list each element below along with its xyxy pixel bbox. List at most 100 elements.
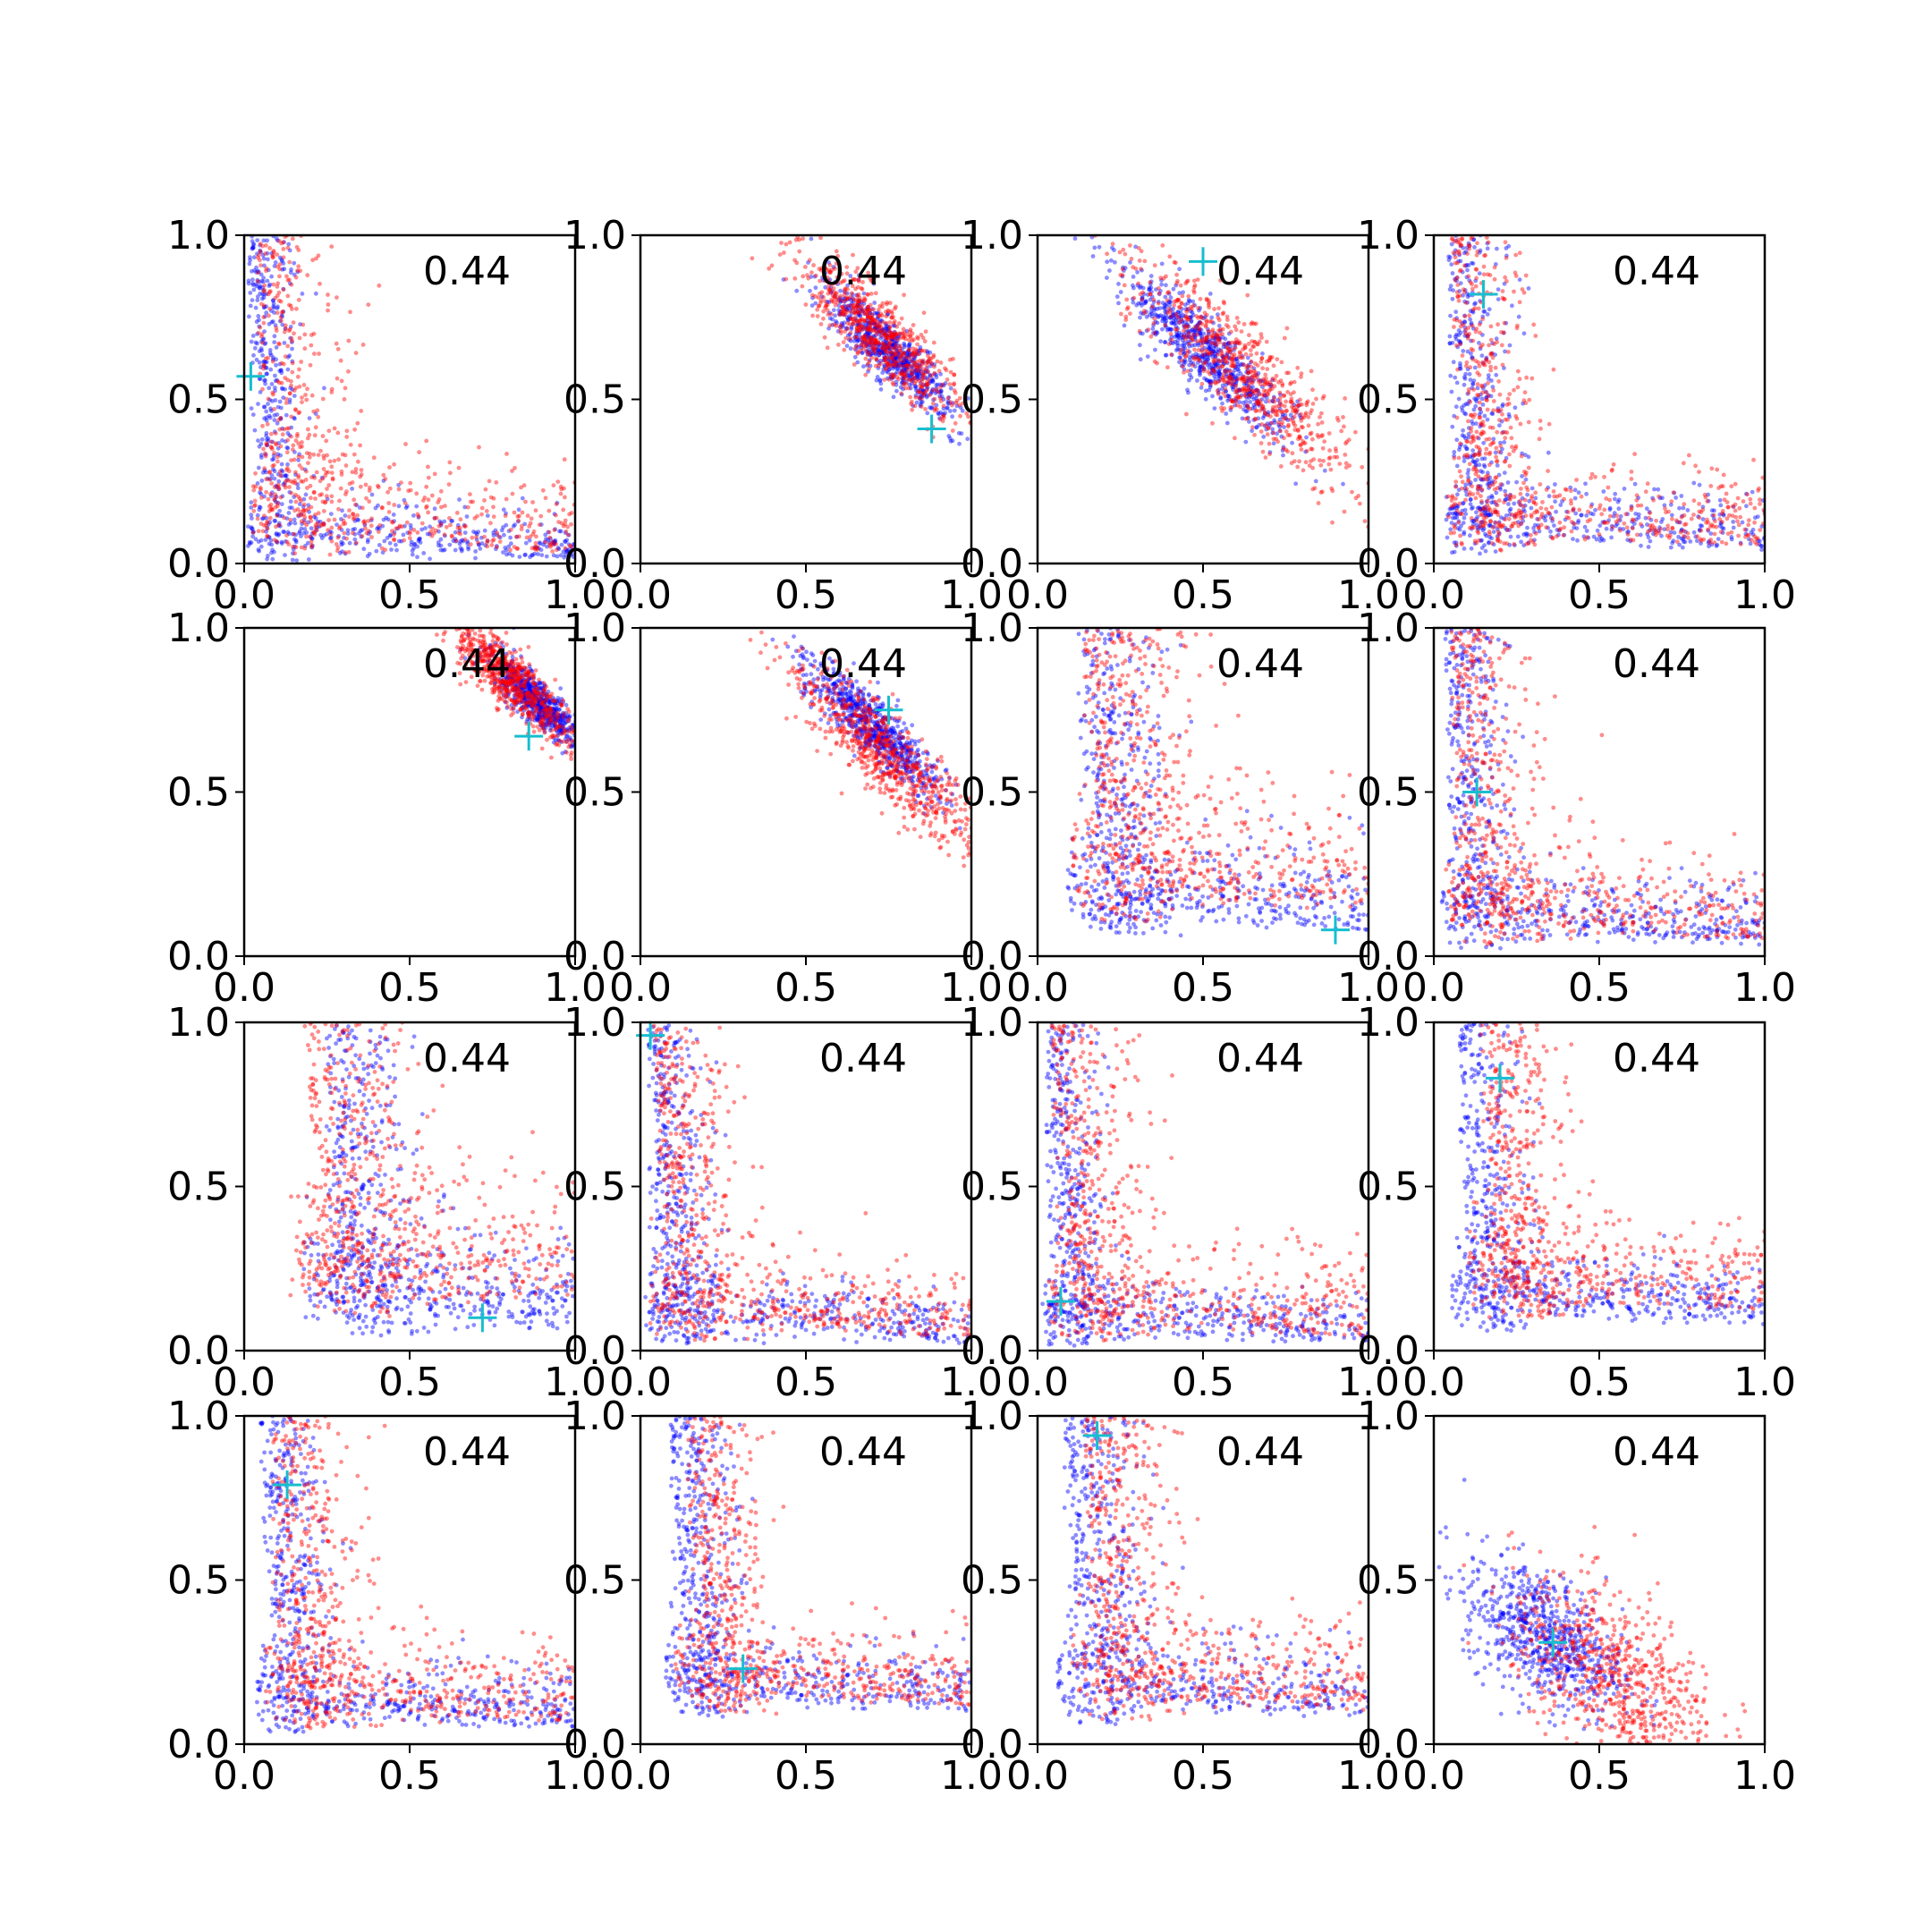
scatter-point	[1755, 514, 1760, 519]
scatter-point	[869, 322, 874, 326]
scatter-point	[506, 529, 512, 534]
scatter-point	[1271, 436, 1276, 442]
scatter-point	[417, 450, 421, 454]
scatter-point	[1260, 366, 1265, 371]
scatter-point	[866, 348, 871, 353]
scatter-point	[899, 351, 904, 356]
scatter-point	[886, 367, 892, 372]
scatter-point	[919, 396, 924, 402]
scatter-point	[263, 381, 267, 386]
scatter-point	[867, 359, 871, 364]
scatter-point	[921, 369, 927, 375]
scatter-point	[844, 343, 850, 349]
scatter-point	[1199, 343, 1205, 349]
scatter-point	[309, 343, 314, 348]
scatter-point	[1218, 372, 1223, 377]
scatter-point	[278, 444, 284, 449]
scatter-point	[250, 242, 256, 248]
scatter-point	[432, 506, 437, 512]
scatter-point	[1241, 400, 1246, 405]
scatter-point	[276, 531, 282, 537]
scatter-point	[866, 369, 870, 374]
scatter-point	[1246, 385, 1251, 390]
scatter-point	[369, 535, 374, 539]
scatter-point	[917, 396, 922, 402]
scatter-point	[473, 530, 479, 535]
scatter-point	[1544, 525, 1549, 530]
scatter-point	[827, 277, 833, 283]
scatter-point	[558, 553, 564, 558]
scatter-point	[1251, 418, 1257, 422]
scatter-point	[863, 335, 869, 340]
scatter-point	[1213, 344, 1218, 349]
scatter-point	[895, 354, 900, 359]
scatter-point	[1182, 360, 1188, 365]
scatter-point	[1150, 326, 1156, 331]
scatter-point	[848, 346, 853, 352]
scatter-point	[299, 479, 304, 484]
scatter-point	[841, 312, 846, 318]
scatter-point	[272, 310, 276, 315]
scatter-point	[287, 397, 292, 402]
scatter-point	[885, 326, 890, 332]
scatter-point	[252, 428, 258, 433]
scatter-point	[1496, 297, 1501, 301]
scatter-point	[513, 465, 517, 470]
scatter-point	[260, 243, 265, 249]
scatter-point	[294, 244, 300, 250]
scatter-point	[259, 332, 265, 336]
scatter-point	[1654, 518, 1658, 523]
scatter-point	[327, 552, 333, 557]
scatter-point	[861, 291, 867, 296]
scatter-point	[886, 377, 892, 382]
scatter-point	[479, 512, 484, 517]
scatter-point	[306, 427, 310, 432]
scatter-point	[287, 259, 292, 265]
scatter-point	[275, 264, 280, 269]
scatter-point	[323, 499, 328, 504]
scatter-point	[863, 327, 869, 333]
scatter-point	[882, 355, 887, 360]
scatter-point	[531, 529, 537, 534]
scatter-point	[903, 355, 908, 360]
scatter-point	[396, 525, 402, 530]
scatter-point	[318, 520, 323, 524]
scatter-point	[925, 379, 929, 385]
scatter-point	[824, 267, 828, 272]
scatter-point	[1177, 267, 1182, 272]
scatter-point	[875, 316, 880, 321]
scatter-point	[283, 553, 287, 557]
scatter-point	[285, 293, 291, 299]
scatter-point	[317, 352, 321, 356]
scatter-point	[366, 302, 371, 307]
scatter-point	[894, 337, 900, 343]
scatter-point	[883, 344, 887, 350]
scatter-point	[363, 526, 368, 531]
scatter-point	[1486, 377, 1491, 381]
scatter-point	[293, 538, 299, 543]
scatter-point	[482, 498, 487, 503]
scatter-point	[928, 405, 932, 410]
scatter-point	[1287, 433, 1292, 437]
scatter-point	[865, 316, 870, 320]
scatter-point	[908, 335, 913, 339]
scatter-point	[267, 348, 273, 352]
scatter-point	[262, 283, 267, 288]
scatter-point	[360, 505, 365, 511]
scatter-point	[449, 518, 453, 523]
scatter-point	[901, 360, 905, 366]
scatter-point	[299, 360, 304, 364]
scatter-point	[270, 253, 275, 258]
scatter-point	[570, 551, 574, 556]
scatter-point	[1131, 283, 1135, 288]
scatter-point	[288, 325, 293, 329]
scatter-point	[530, 531, 536, 537]
scatter-point	[872, 322, 877, 327]
scatter-point	[1266, 426, 1271, 431]
scatter-point	[550, 549, 555, 554]
scatter-point	[1175, 343, 1181, 348]
scatter-point	[784, 242, 789, 247]
scatter-point	[1193, 326, 1199, 331]
scatter-point	[1282, 436, 1286, 441]
scatter-point	[823, 266, 827, 271]
